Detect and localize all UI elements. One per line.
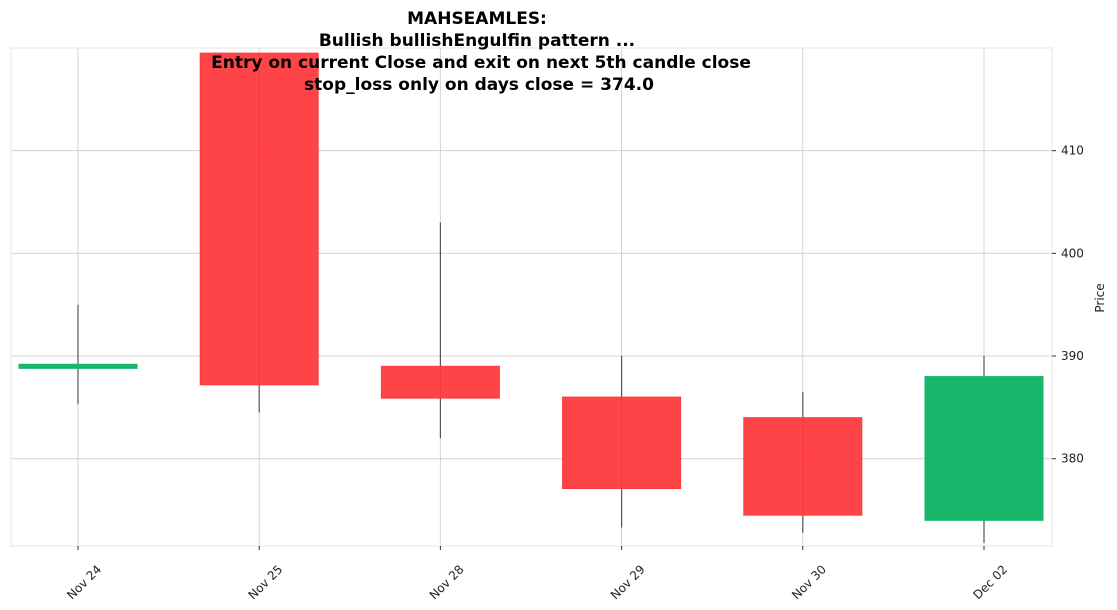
- candles: [18, 52, 1044, 543]
- x-tick-label: Nov 29: [608, 562, 648, 602]
- x-axis: Nov 24 Nov 25 Nov 28 Nov 29 Nov 30 Dec 02: [64, 546, 1010, 602]
- y-tick-label: 400: [1061, 246, 1084, 260]
- y-tick-label: 390: [1061, 349, 1084, 363]
- chart-title: MAHSEAMLES: Bullish bullishEngulfin patt…: [211, 9, 751, 95]
- y-tick-label: 380: [1061, 452, 1084, 466]
- x-tick-label: Nov 24: [64, 562, 104, 602]
- y-tick-label: 410: [1061, 144, 1084, 158]
- candle-body: [380, 365, 500, 399]
- x-tick-label: Nov 28: [427, 562, 467, 602]
- candle-body: [743, 417, 863, 516]
- x-tick-label: Nov 30: [789, 562, 829, 602]
- candle-body: [924, 376, 1044, 521]
- title-line-3: Entry on current Close and exit on next …: [211, 53, 751, 73]
- title-line-4: stop_loss only on days close = 374.0: [304, 75, 654, 95]
- title-line-1: MAHSEAMLES:: [407, 9, 547, 29]
- title-line-2: Bullish bullishEngulfin pattern ...: [319, 31, 635, 51]
- grid-lines: [11, 48, 1052, 546]
- candle-body: [199, 52, 319, 386]
- plot-area-frame: [10, 47, 1053, 547]
- y-axis: 380 390 400 410: [1052, 144, 1084, 466]
- x-tick-label: Dec 02: [970, 562, 1010, 602]
- candle-body: [562, 396, 682, 489]
- y-axis-label: Price: [1093, 283, 1107, 312]
- x-tick-label: Nov 25: [245, 562, 285, 602]
- candle-body: [18, 363, 138, 369]
